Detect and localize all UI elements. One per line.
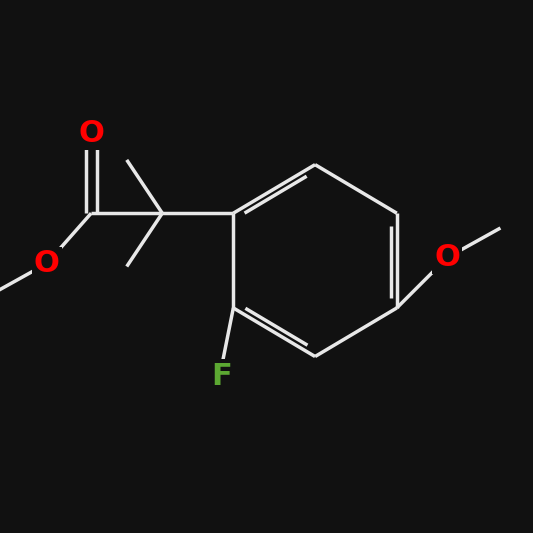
Text: O: O [434,243,460,272]
Text: O: O [78,119,104,148]
Text: O: O [34,249,60,278]
Text: F: F [211,361,232,391]
